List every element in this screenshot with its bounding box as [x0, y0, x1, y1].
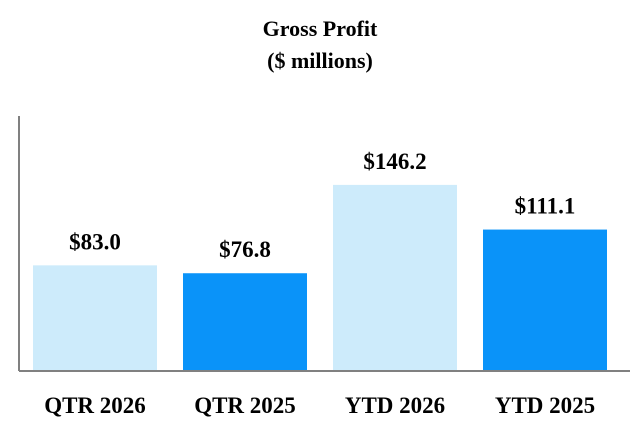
value-label-ytd-2025: $111.1	[515, 194, 576, 219]
bar-qtr-2026	[33, 265, 157, 371]
bar-ytd-2025	[483, 229, 607, 371]
chart-title: Gross Profit	[262, 16, 378, 41]
category-label-qtr-2026: QTR 2026	[44, 393, 146, 418]
chart-subtitle: ($ millions)	[267, 48, 373, 73]
value-label-ytd-2026: $146.2	[363, 149, 426, 174]
value-label-qtr-2025: $76.8	[219, 237, 271, 262]
category-label-qtr-2025: QTR 2025	[194, 393, 296, 418]
category-label-ytd-2025: YTD 2025	[495, 393, 595, 418]
category-label-ytd-2026: YTD 2026	[345, 393, 445, 418]
bar-qtr-2025	[183, 273, 307, 371]
bar-ytd-2026	[333, 184, 457, 371]
value-label-qtr-2026: $83.0	[69, 229, 121, 254]
